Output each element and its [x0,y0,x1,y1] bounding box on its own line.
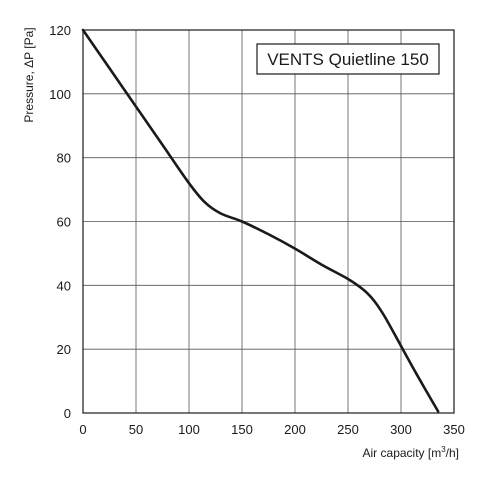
x-tick-label: 250 [337,422,359,437]
x-axis-label-suffix: /h] [446,446,459,460]
x-tick-label: 0 [79,422,86,437]
x-axis-label-sup: 3 [441,445,446,454]
legend-frame [256,43,440,75]
x-tick-label: 100 [178,422,200,437]
x-tick-label: 50 [129,422,143,437]
x-tick-label: 150 [231,422,253,437]
y-axis-label: Pressure, ΔP [Pa] [22,27,36,122]
x-tick-label: 300 [390,422,412,437]
y-tick-label: 120 [49,23,71,38]
y-tick-labels: 0 20 40 60 80 100 120 [49,23,71,421]
series-line [81,28,440,413]
x-axis-label: Air capacity [m3/h] [363,445,459,460]
y-tick-label: 80 [57,151,71,166]
y-tick-label: 0 [64,406,71,421]
x-axis-label-main: Air capacity [m [363,446,442,460]
y-tick-label: 20 [57,342,71,357]
chart-title: VENTS Quietline 150 [267,50,429,69]
x-tick-label: 200 [284,422,306,437]
grid [82,29,455,414]
legend-box: VENTS Quietline 150 [256,43,440,75]
y-tick-label: 60 [57,215,71,230]
y-tick-label: 100 [49,87,71,102]
x-tick-labels: 0 50 100 150 200 250 300 350 [79,422,464,437]
x-tick-label: 350 [443,422,465,437]
y-tick-label: 40 [57,278,71,293]
plot-frame [82,29,455,414]
